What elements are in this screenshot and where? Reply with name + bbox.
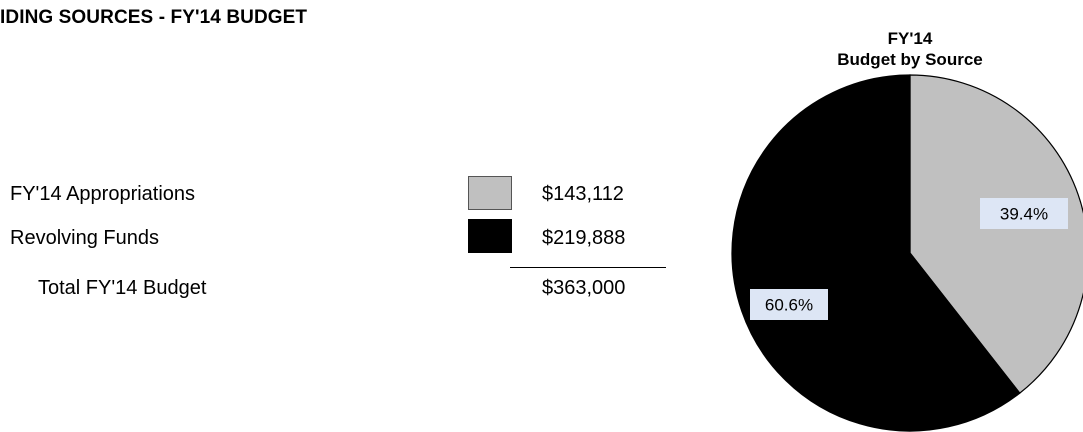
legend-swatch-appropriations: [468, 176, 512, 210]
pie-label-appropriations: 39.4%: [980, 198, 1068, 229]
legend-amount-appropriations: $143,112: [542, 183, 624, 205]
pie-slice-appropriations: [909, 74, 1083, 394]
legend-label-revolving-funds: Revolving Funds: [10, 227, 159, 249]
legend-amount-revolving-funds: $219,888: [542, 227, 626, 249]
legend-amount-total: $363,000: [542, 277, 626, 299]
legend-label-total: Total FY'14 Budget: [38, 277, 207, 299]
total-divider: [510, 267, 666, 268]
pie-label-text: 60.6%: [765, 296, 813, 315]
pie-slice-revolving-funds: [731, 74, 1021, 432]
pie-label-box: [980, 198, 1068, 229]
legend-label-appropriations: FY'14 Appropriations: [10, 183, 196, 205]
pie-label-revolving-funds: 60.6%: [750, 289, 828, 320]
legend-swatch-revolving-funds: [468, 219, 512, 253]
page-title: IDING SOURCES - FY'14 BUDGET: [0, 7, 308, 28]
chart-title: FY'14: [887, 29, 933, 48]
pie-label-box: [750, 289, 828, 320]
chart-subtitle: Budget by Source: [837, 50, 983, 69]
pie-label-text: 39.4%: [1000, 205, 1048, 224]
